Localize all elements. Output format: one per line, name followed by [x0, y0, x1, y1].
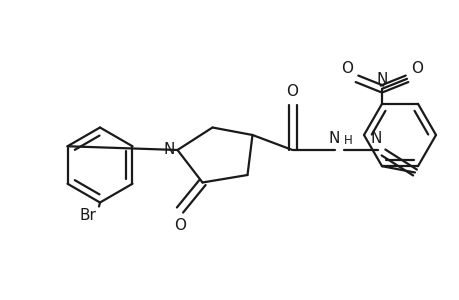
Text: N: N [370, 131, 381, 146]
Text: O: O [174, 218, 185, 232]
Text: O: O [410, 61, 422, 76]
Text: N: N [328, 131, 339, 146]
Text: O: O [340, 61, 352, 76]
Text: Br: Br [79, 208, 96, 224]
Text: N: N [163, 142, 174, 158]
Text: O: O [286, 84, 298, 99]
Text: N: N [375, 72, 387, 87]
Text: H: H [343, 134, 352, 148]
